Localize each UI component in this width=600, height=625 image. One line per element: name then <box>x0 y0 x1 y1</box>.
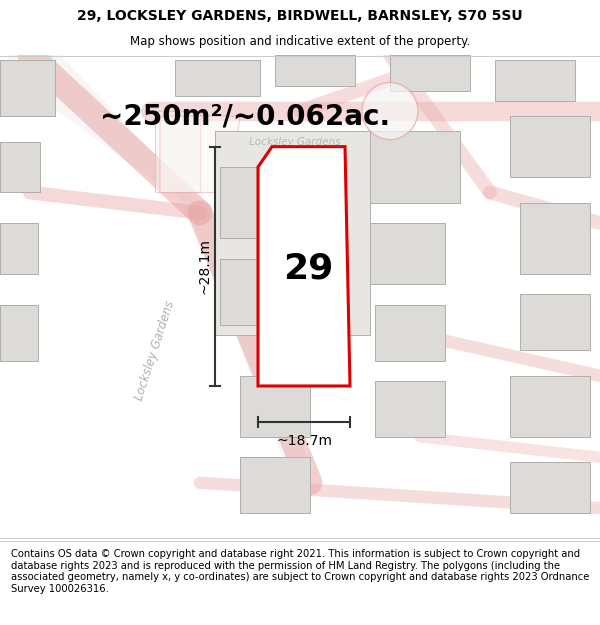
Text: ~18.7m: ~18.7m <box>276 434 332 448</box>
Polygon shape <box>175 60 260 96</box>
Circle shape <box>362 82 418 139</box>
Text: 29: 29 <box>283 252 333 286</box>
Polygon shape <box>510 462 590 513</box>
Polygon shape <box>275 55 355 86</box>
Polygon shape <box>160 116 240 192</box>
Polygon shape <box>520 294 590 351</box>
Text: 29, LOCKSLEY GARDENS, BIRDWELL, BARNSLEY, S70 5SU: 29, LOCKSLEY GARDENS, BIRDWELL, BARNSLEY… <box>77 9 523 24</box>
Polygon shape <box>0 55 310 478</box>
Text: Locksley Gardens: Locksley Gardens <box>249 137 341 147</box>
Text: Locksley Gardens: Locksley Gardens <box>133 299 177 402</box>
Text: ~28.1m: ~28.1m <box>198 238 212 294</box>
Polygon shape <box>215 131 370 335</box>
Polygon shape <box>155 111 200 192</box>
Polygon shape <box>510 376 590 437</box>
Polygon shape <box>0 60 55 116</box>
Polygon shape <box>258 147 350 386</box>
Text: ~250m²/~0.062ac.: ~250m²/~0.062ac. <box>100 102 390 130</box>
Polygon shape <box>240 458 310 513</box>
Polygon shape <box>220 259 290 325</box>
Polygon shape <box>360 131 460 202</box>
Polygon shape <box>510 116 590 178</box>
Polygon shape <box>0 304 38 361</box>
Polygon shape <box>0 223 38 274</box>
Polygon shape <box>375 304 445 361</box>
Polygon shape <box>495 60 575 101</box>
Polygon shape <box>220 167 290 238</box>
Polygon shape <box>0 142 40 192</box>
Polygon shape <box>240 376 310 437</box>
Text: Map shows position and indicative extent of the property.: Map shows position and indicative extent… <box>130 35 470 48</box>
Polygon shape <box>375 381 445 437</box>
Polygon shape <box>370 223 445 284</box>
Polygon shape <box>390 55 470 91</box>
Text: Contains OS data © Crown copyright and database right 2021. This information is : Contains OS data © Crown copyright and d… <box>11 549 589 594</box>
Polygon shape <box>520 202 590 274</box>
